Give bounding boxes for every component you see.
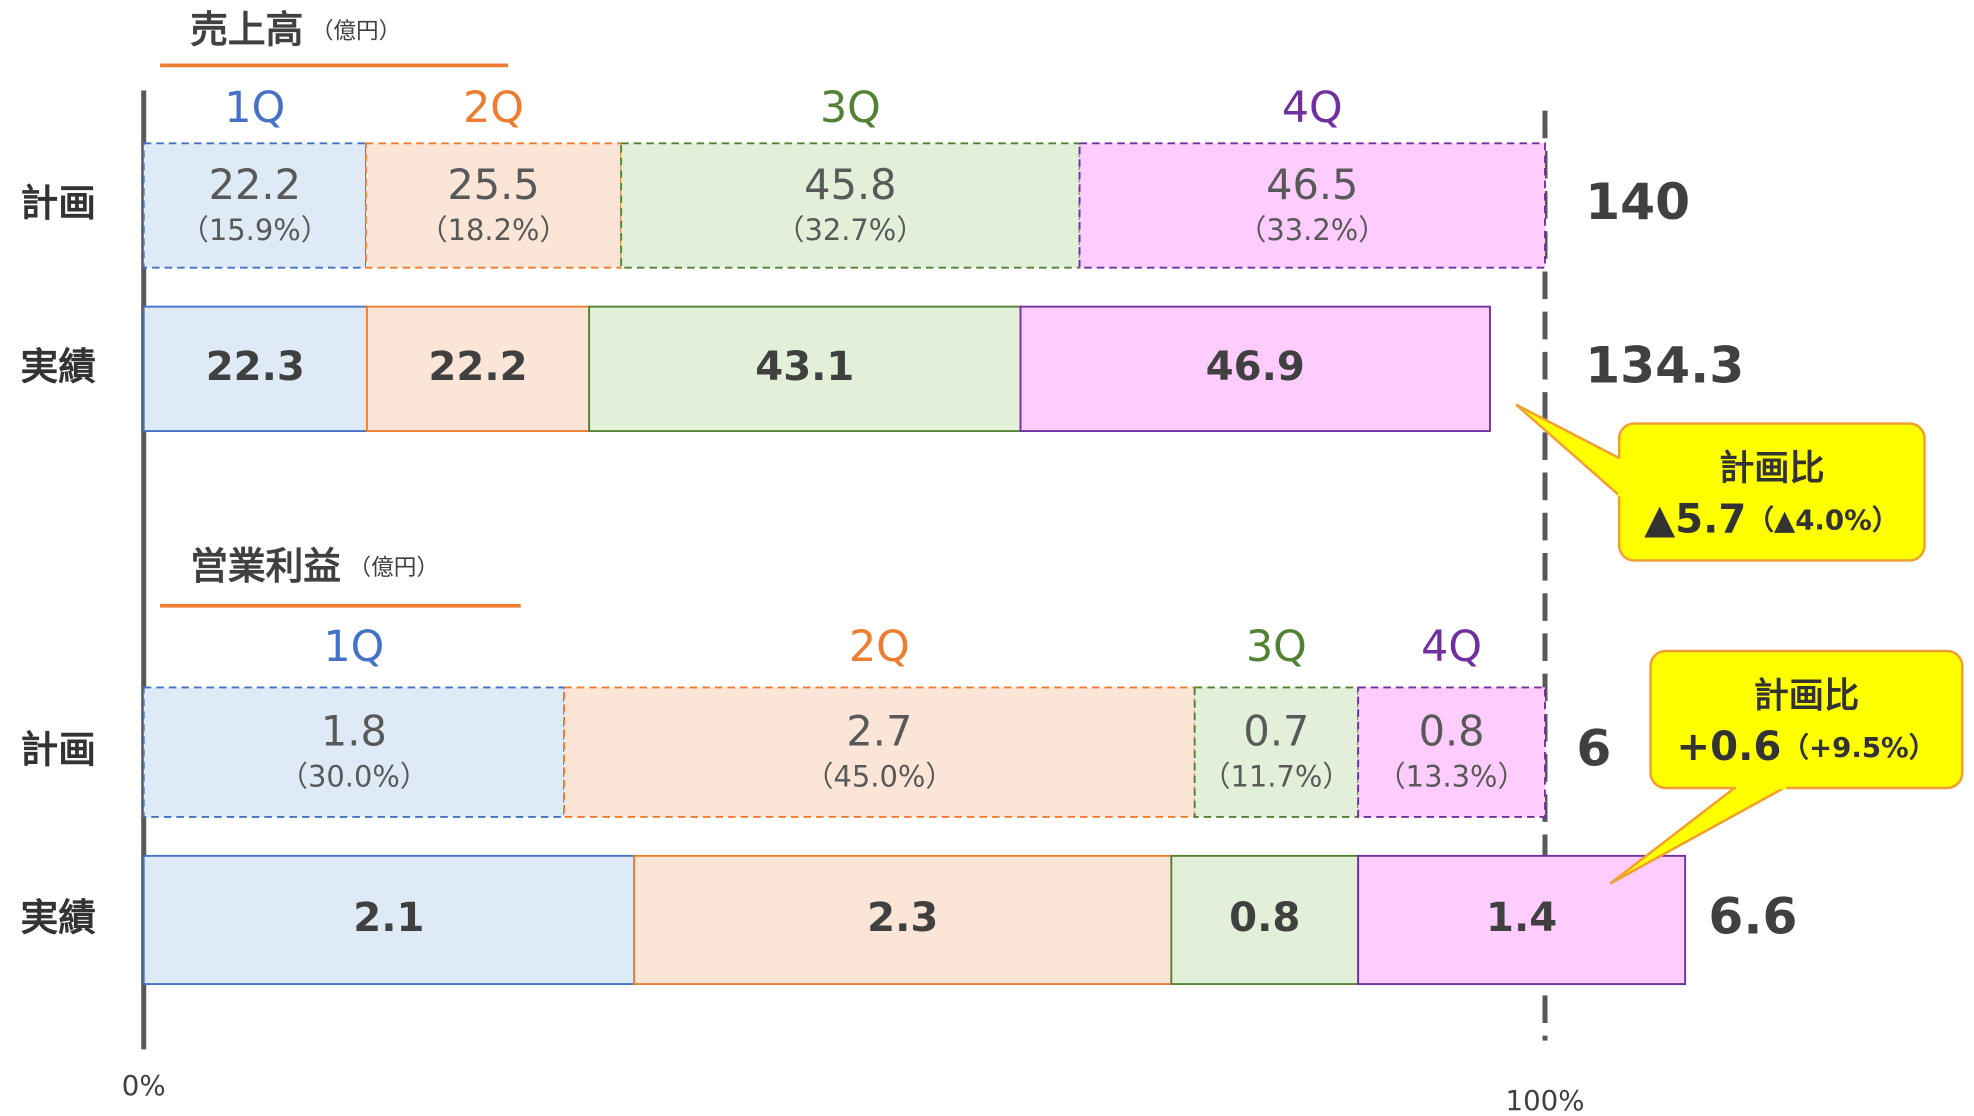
bar-segment xyxy=(142,854,636,985)
category-label: 計画 xyxy=(21,181,96,225)
value-label: 2.1 xyxy=(353,895,424,941)
bar-segment xyxy=(1357,686,1546,818)
value-label: 25.5 xyxy=(447,161,539,209)
unit: （億円） xyxy=(349,555,439,581)
callout-value: ▲5.7 xyxy=(1644,497,1746,543)
section-title: 売上高 （億円） xyxy=(190,7,401,51)
series-label: 1Q xyxy=(324,622,385,672)
share-label: （15.9%） xyxy=(180,213,330,247)
bar-segment xyxy=(142,142,367,269)
bar-segment xyxy=(142,305,368,433)
value-label: 46.9 xyxy=(1206,344,1305,390)
bar-segment xyxy=(1019,305,1491,433)
total-label: 6.6 xyxy=(1708,886,1797,945)
series-label: 4Q xyxy=(1282,83,1343,133)
value-label: 1.4 xyxy=(1486,895,1557,941)
callout-text: ▲5.7（▲4.0%） xyxy=(1644,497,1899,543)
bar-segment xyxy=(1357,854,1687,985)
share-label: （18.2%） xyxy=(419,213,569,247)
title: 営業利益 xyxy=(190,544,341,588)
callout-title: 計画比 xyxy=(1719,448,1825,489)
series-label: 3Q xyxy=(820,83,881,133)
value-label: 22.2 xyxy=(209,161,301,209)
callout-box xyxy=(1649,649,1964,790)
callout-title: 計画比 xyxy=(1754,675,1860,716)
callout-pointer xyxy=(1609,785,1787,885)
bar-segment xyxy=(1170,854,1360,985)
section-title: 営業利益 （億円） xyxy=(190,544,439,588)
bar-segment xyxy=(364,142,623,269)
unit: （億円） xyxy=(311,18,401,44)
share-label: （11.7%） xyxy=(1202,760,1352,794)
value-label: 46.5 xyxy=(1266,161,1358,209)
share-label: （33.2%） xyxy=(1238,213,1388,247)
value-label: 1.8 xyxy=(321,708,387,756)
value-label: 43.1 xyxy=(755,344,854,390)
share-label: （32.7%） xyxy=(776,213,926,247)
series-label: 1Q xyxy=(224,83,285,133)
value-label: 2.7 xyxy=(846,708,912,756)
series-label: 4Q xyxy=(1421,622,1482,672)
x-tick-label: 0% xyxy=(122,1069,166,1102)
bar-segment xyxy=(1078,142,1546,269)
value-label: 2.3 xyxy=(867,895,938,941)
value-label: 0.8 xyxy=(1419,708,1485,756)
total-label: 140 xyxy=(1585,172,1690,231)
bar-segment xyxy=(1193,686,1360,818)
bar-segment xyxy=(563,686,1196,818)
callout-value: +0.6 xyxy=(1676,724,1781,770)
title: 売上高 xyxy=(190,7,303,51)
callout-text: +0.6（+9.5%） xyxy=(1676,724,1936,770)
bar-segment xyxy=(633,854,1173,985)
share-label: （45.0%） xyxy=(805,760,955,794)
series-label: 3Q xyxy=(1246,622,1307,672)
category-label: 実績 xyxy=(21,895,97,939)
bar-segment xyxy=(588,305,1022,433)
series-label: 2Q xyxy=(849,622,910,672)
category-label: 計画 xyxy=(21,728,96,772)
value-label: 22.2 xyxy=(428,344,527,390)
total-label: 134.3 xyxy=(1585,335,1744,394)
callout-pct: （+9.5%） xyxy=(1781,731,1936,764)
callout-pct: （▲4.0%） xyxy=(1746,504,1899,537)
series-label: 2Q xyxy=(463,83,524,133)
callout-pointer xyxy=(1515,403,1622,500)
value-label: 0.8 xyxy=(1229,895,1300,941)
category-label: 実績 xyxy=(21,344,97,388)
total-label: 6 xyxy=(1576,719,1611,778)
value-label: 0.7 xyxy=(1243,708,1309,756)
share-label: （30.0%） xyxy=(279,760,429,794)
x-tick-label: 100% xyxy=(1506,1084,1585,1116)
value-label: 45.8 xyxy=(804,161,896,209)
value-label: 22.3 xyxy=(206,344,305,390)
share-label: （13.3%） xyxy=(1377,760,1527,794)
bar-segment xyxy=(365,305,591,433)
